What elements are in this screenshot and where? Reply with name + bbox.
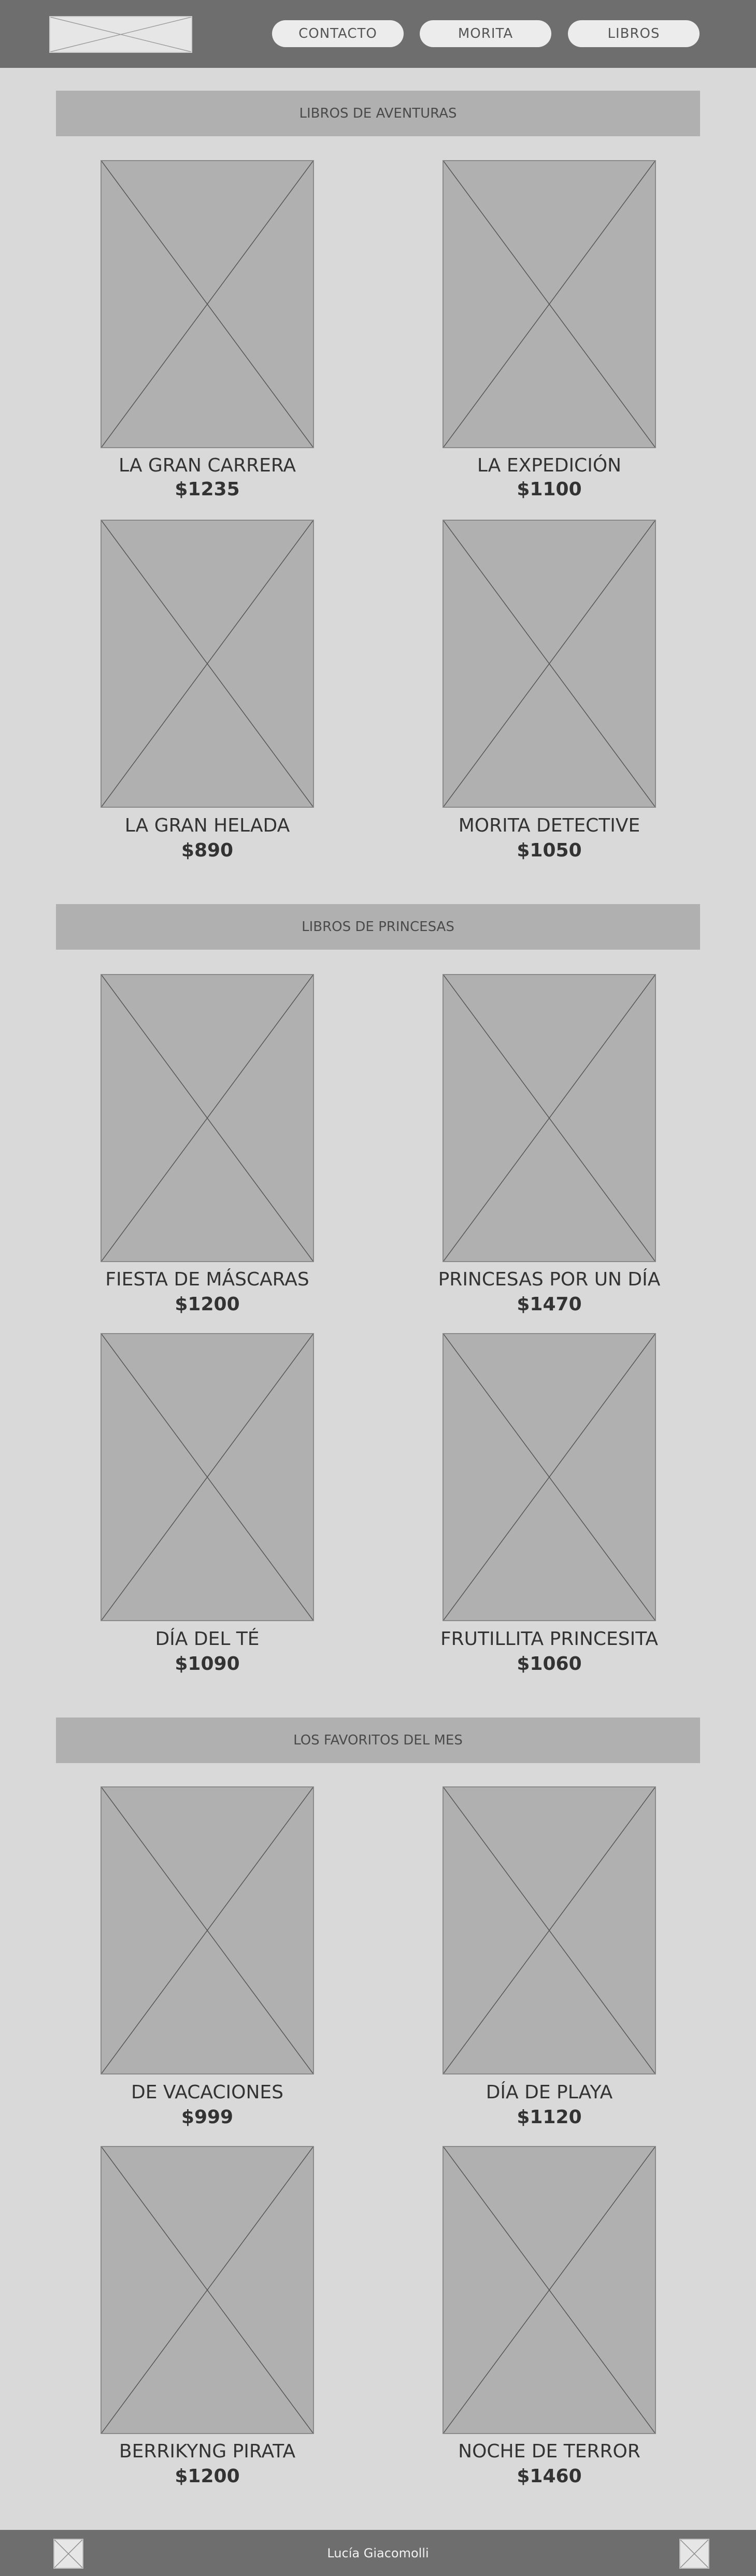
book-cover-placeholder[interactable] xyxy=(101,1786,314,2074)
placeholder-cross-icon xyxy=(444,161,655,447)
book-cover-placeholder[interactable] xyxy=(101,520,314,808)
book-title[interactable]: MORITA DETECTIVE xyxy=(458,815,640,836)
book-title[interactable]: DE VACACIONES xyxy=(131,2082,283,2103)
book-title[interactable]: DÍA DE PLAYA xyxy=(486,2082,613,2103)
book-price: $1235 xyxy=(175,479,240,500)
book-title[interactable]: DÍA DEL TÉ xyxy=(155,1628,260,1650)
placeholder-cross-icon xyxy=(102,1787,313,2073)
book-title[interactable]: PRINCESAS POR UN DÍA xyxy=(438,1269,661,1290)
book-price: $1100 xyxy=(517,479,582,500)
logo-image-placeholder[interactable] xyxy=(49,16,192,53)
nav-contacto-button[interactable]: CONTACTO xyxy=(272,20,404,47)
book-price: $1050 xyxy=(517,840,582,861)
book-title[interactable]: LA GRAN HELADA xyxy=(124,815,290,836)
book-price: $1120 xyxy=(517,2107,582,2128)
book-cover-placeholder[interactable] xyxy=(101,974,314,1262)
book-title[interactable]: LA EXPEDICIÓN xyxy=(477,455,622,476)
book-cover-placeholder[interactable] xyxy=(443,160,656,448)
placeholder-cross-icon xyxy=(102,161,313,447)
section-banner-aventuras: LIBROS DE AVENTURAS xyxy=(56,91,700,136)
book-price: $890 xyxy=(181,840,234,861)
book-cover-placeholder[interactable] xyxy=(101,1333,314,1621)
placeholder-cross-icon xyxy=(102,521,313,807)
book-cover-placeholder[interactable] xyxy=(443,974,656,1262)
section-banner-princesas: LIBROS DE PRINCESAS xyxy=(56,904,700,950)
placeholder-cross-icon xyxy=(444,1787,655,2073)
placeholder-cross-icon xyxy=(444,975,655,1261)
section-banner-favoritos: LOS FAVORITOS DEL MES xyxy=(56,1718,700,1763)
book-cover-placeholder[interactable] xyxy=(101,2146,314,2434)
site-header: CONTACTO MORITA LIBROS xyxy=(0,0,756,68)
placeholder-cross-icon xyxy=(444,521,655,807)
nav-libros-button[interactable]: LIBROS xyxy=(568,20,700,47)
nav-morita-button[interactable]: MORITA xyxy=(420,20,551,47)
placeholder-cross-icon xyxy=(444,1334,655,1620)
footer-author: Lucía Giacomolli xyxy=(327,2545,429,2560)
placeholder-cross-icon xyxy=(102,975,313,1261)
book-price: $1200 xyxy=(175,2466,240,2487)
book-price: $1460 xyxy=(517,2466,582,2487)
book-price: $1060 xyxy=(517,1653,582,1675)
social-icon-right[interactable] xyxy=(679,2539,709,2569)
book-title[interactable]: BERRIKYNG PIRATA xyxy=(119,2441,296,2462)
social-icon-left[interactable] xyxy=(53,2539,83,2569)
book-cover-placeholder[interactable] xyxy=(443,2146,656,2434)
book-title[interactable]: FIESTA DE MÁSCARAS xyxy=(105,1269,309,1290)
book-cover-placeholder[interactable] xyxy=(101,160,314,448)
book-price: $1200 xyxy=(175,1294,240,1315)
book-cover-placeholder[interactable] xyxy=(443,1786,656,2074)
placeholder-cross-icon xyxy=(102,1334,313,1620)
placeholder-cross-icon xyxy=(444,2147,655,2433)
book-price: $999 xyxy=(181,2107,234,2128)
book-title[interactable]: NOCHE DE TERROR xyxy=(458,2441,640,2462)
book-price: $1090 xyxy=(175,1653,240,1675)
book-title[interactable]: FRUTILLITA PRINCESITA xyxy=(440,1628,659,1650)
book-title[interactable]: LA GRAN CARRERA xyxy=(118,455,296,476)
book-price: $1470 xyxy=(517,1294,582,1315)
site-footer: Lucía Giacomolli xyxy=(0,2530,756,2576)
book-cover-placeholder[interactable] xyxy=(443,520,656,808)
book-cover-placeholder[interactable] xyxy=(443,1333,656,1621)
placeholder-cross-icon xyxy=(102,2147,313,2433)
